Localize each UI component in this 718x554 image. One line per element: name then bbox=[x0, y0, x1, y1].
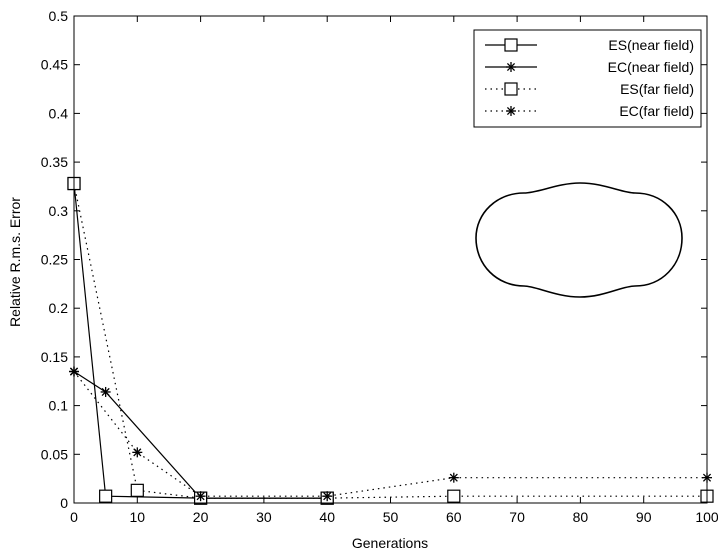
legend-item: EC(far field) bbox=[485, 103, 694, 119]
star-marker bbox=[506, 62, 516, 72]
x-tick-label: 10 bbox=[130, 509, 146, 525]
series-line bbox=[73, 371, 328, 499]
x-tick-label: 30 bbox=[256, 509, 272, 525]
legend-label: EC(near field) bbox=[608, 59, 694, 75]
y-tick-label: 0.45 bbox=[41, 57, 68, 73]
legend-item: EC(near field) bbox=[485, 59, 694, 75]
legend: ES(near field) EC(near field) ES(far field… bbox=[473, 29, 702, 128]
star-marker bbox=[506, 106, 516, 116]
y-axis-label: Relative R.m.s. Error bbox=[7, 197, 23, 327]
series-line bbox=[73, 183, 707, 499]
x-tick-label: 40 bbox=[319, 509, 335, 525]
star-marker bbox=[100, 386, 111, 397]
series-line bbox=[73, 371, 707, 497]
legend-label: ES(near field) bbox=[608, 37, 694, 53]
series-line bbox=[73, 183, 328, 499]
y-tick-label: 0.4 bbox=[49, 105, 69, 121]
x-tick-label: 90 bbox=[636, 509, 652, 525]
plot-area-frame bbox=[73, 15, 708, 504]
x-tick-label: 0 bbox=[70, 509, 78, 525]
y-tick-label: 0.05 bbox=[41, 446, 68, 462]
y-tick-label: 0.25 bbox=[41, 252, 68, 268]
star-marker bbox=[448, 472, 459, 483]
x-tick-label: 60 bbox=[446, 509, 462, 525]
x-axis-label: Generations bbox=[352, 535, 428, 551]
square-marker bbox=[504, 38, 518, 52]
series-layer bbox=[67, 176, 714, 505]
square-marker bbox=[447, 489, 461, 503]
x-tick-label: 70 bbox=[509, 509, 525, 525]
y-tick-label: 0.15 bbox=[41, 349, 68, 365]
x-tick-label: 100 bbox=[695, 509, 718, 525]
inset-contour bbox=[475, 182, 683, 298]
square-marker bbox=[504, 82, 518, 96]
star-marker bbox=[195, 491, 206, 502]
series-3 bbox=[69, 366, 712, 502]
square-marker bbox=[99, 489, 113, 503]
y-tick-label: 0 bbox=[60, 495, 68, 511]
series-2 bbox=[67, 176, 714, 505]
legend-item: ES(near field) bbox=[485, 37, 694, 53]
axis-ticks: 0 10 20 30 40 50 60 70 80 90 100 0 0.05 0.1 0.15 0.2 0.2… bbox=[41, 8, 718, 525]
x-tick-label: 50 bbox=[383, 509, 399, 525]
y-tick-label: 0.2 bbox=[49, 300, 69, 316]
y-tick-label: 0.5 bbox=[49, 8, 69, 24]
y-tick-label: 0.3 bbox=[49, 203, 69, 219]
legend-item: ES(far field) bbox=[485, 81, 694, 97]
y-tick-label: 0.35 bbox=[41, 154, 68, 170]
x-tick-label: 80 bbox=[573, 509, 589, 525]
series-1 bbox=[69, 366, 333, 504]
star-marker bbox=[132, 447, 143, 458]
series-0 bbox=[67, 176, 334, 505]
legend-label: EC(far field) bbox=[619, 103, 694, 119]
square-marker bbox=[130, 483, 144, 497]
star-marker bbox=[322, 491, 333, 502]
x-tick-label: 20 bbox=[193, 509, 209, 525]
legend-label: ES(far field) bbox=[620, 81, 694, 97]
y-tick-label: 0.1 bbox=[49, 398, 69, 414]
